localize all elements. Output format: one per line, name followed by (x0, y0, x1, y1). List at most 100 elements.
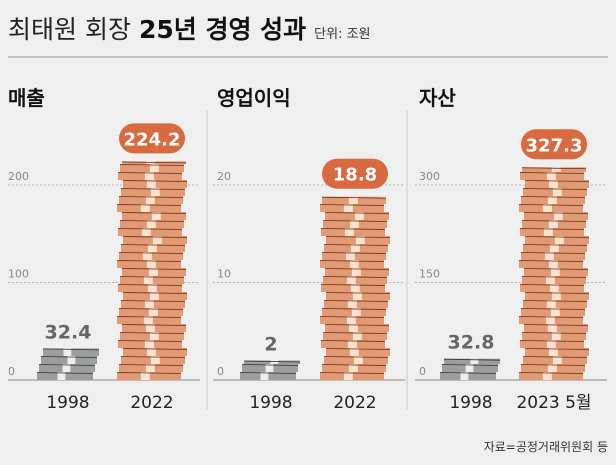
bill-edge (120, 244, 186, 246)
bill-edge (521, 276, 587, 278)
bill-band (547, 324, 557, 332)
bill-edge (241, 364, 299, 366)
bill-band (545, 316, 555, 324)
bill-band (542, 372, 552, 380)
panel-title: 영업이익 (217, 86, 291, 110)
bill-band (142, 252, 152, 260)
category-label: 2022 (333, 393, 376, 413)
bar-bill-stack (439, 358, 501, 380)
bill-band (349, 260, 359, 268)
bill-band (548, 348, 558, 356)
bill-band (352, 332, 362, 340)
value-label: 32.8 (448, 332, 495, 354)
value-pill: 327.3 (521, 129, 587, 160)
bill-edge (121, 268, 187, 270)
bill-band (150, 356, 160, 364)
bill-edge (119, 164, 185, 166)
bill-edge (119, 220, 185, 222)
bill-edge (118, 252, 184, 254)
title-light: 최태원 회장 (8, 15, 131, 44)
value-pill-bg (119, 123, 185, 154)
bill-band (348, 196, 358, 204)
value-label: 32.4 (45, 321, 92, 343)
bill-edge (323, 356, 389, 358)
bill-edge (319, 372, 385, 374)
bill-edge (325, 292, 391, 294)
bill-edge (42, 348, 100, 351)
bill-band (553, 212, 563, 220)
bill-edge (36, 372, 94, 374)
bill-band (143, 276, 153, 284)
value-label: 2 (264, 334, 277, 356)
bar-bill-stack (319, 196, 391, 380)
bill-edge (122, 348, 188, 350)
value-pill: 18.8 (322, 158, 388, 189)
bill-edge (524, 180, 590, 182)
bill-edge (320, 340, 386, 342)
tick-label: 20 (217, 170, 231, 183)
bill-band (140, 204, 150, 212)
bar-bill-stack (36, 348, 100, 380)
bill-edge (121, 324, 187, 326)
bill-edge (521, 167, 587, 170)
bill-band (347, 340, 357, 348)
bill-band (146, 220, 156, 228)
bill-band (542, 204, 552, 212)
category-label: 1998 (249, 393, 292, 413)
bill-band (149, 164, 159, 172)
bill-edge (117, 228, 183, 230)
bill-band (350, 284, 360, 292)
bill-edge (322, 332, 388, 334)
bill-band (351, 268, 361, 276)
bill-band (150, 188, 160, 196)
bill-edge (519, 228, 585, 230)
bill-edge (119, 276, 185, 278)
bill-edge (439, 372, 497, 374)
bill-edge (325, 236, 391, 238)
bill-band (145, 364, 155, 372)
bill-band (144, 172, 154, 180)
value-pill-bg (322, 158, 388, 189)
bill-band (552, 356, 562, 364)
bill-edge (320, 284, 386, 286)
bill-edge (319, 316, 385, 318)
unit-label: 단위: 조원 (314, 27, 370, 42)
panel-3: 자산 0 150 300 32.8 1998 327.3 2023 5월 (415, 86, 607, 413)
bill-edge (520, 252, 586, 254)
bill-edge (319, 260, 385, 262)
bill-band (465, 364, 474, 372)
bill-band (57, 372, 66, 380)
bill-band (552, 188, 562, 196)
bill-band (554, 236, 564, 244)
bill-edge (319, 204, 385, 206)
panel-title: 자산 (419, 86, 456, 110)
tick-label: 0 (8, 365, 15, 378)
bill-edge (518, 204, 584, 206)
bill-band (260, 372, 269, 380)
bill-edge (120, 188, 186, 190)
bill-edge (518, 372, 584, 374)
bill-band (147, 284, 157, 292)
bill-edge (321, 252, 387, 254)
bill-edge (116, 372, 182, 374)
bill-band (270, 360, 279, 364)
bill-band (354, 212, 364, 220)
bill-band (349, 348, 359, 356)
bill-band (146, 260, 156, 268)
category-label: 2023 5월 (516, 393, 591, 413)
bill-band (550, 308, 560, 316)
bill-band (543, 228, 553, 236)
bill-edge (122, 236, 188, 238)
value-pill-bg (521, 129, 587, 160)
bill-band (344, 228, 354, 236)
bill-band (551, 292, 561, 300)
bill-band (348, 364, 358, 372)
bill-band (62, 364, 71, 372)
tick-label: 100 (8, 268, 29, 281)
bill-edge (323, 244, 389, 246)
panel-title: 매출 (8, 86, 45, 110)
bill-edge (116, 260, 182, 262)
bill-band (549, 284, 559, 292)
category-label: 2022 (130, 393, 173, 413)
bill-band (63, 348, 72, 356)
